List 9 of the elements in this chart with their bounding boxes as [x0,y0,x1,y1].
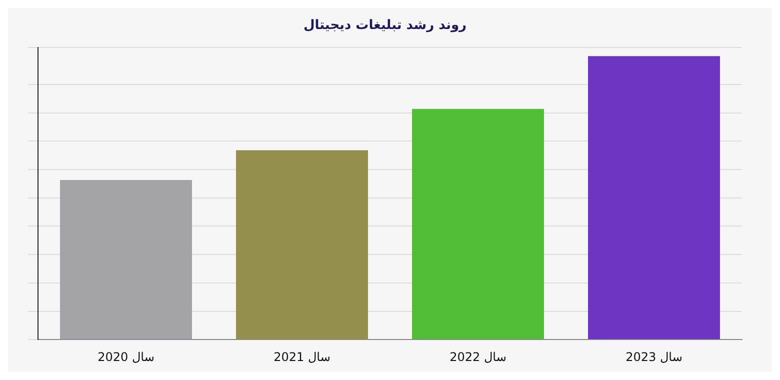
x-tick-label: سال 2023 [626,350,682,364]
bar [236,150,368,340]
x-tick-label: سال 2022 [450,350,506,364]
chart-title: روند رشد تبلیغات دیجیتال [303,18,467,34]
bar [60,180,192,340]
x-tick-label: سال 2020 [98,350,154,364]
bar [588,56,720,340]
x-tick-label: سال 2021 [274,350,330,364]
bar [412,108,544,340]
